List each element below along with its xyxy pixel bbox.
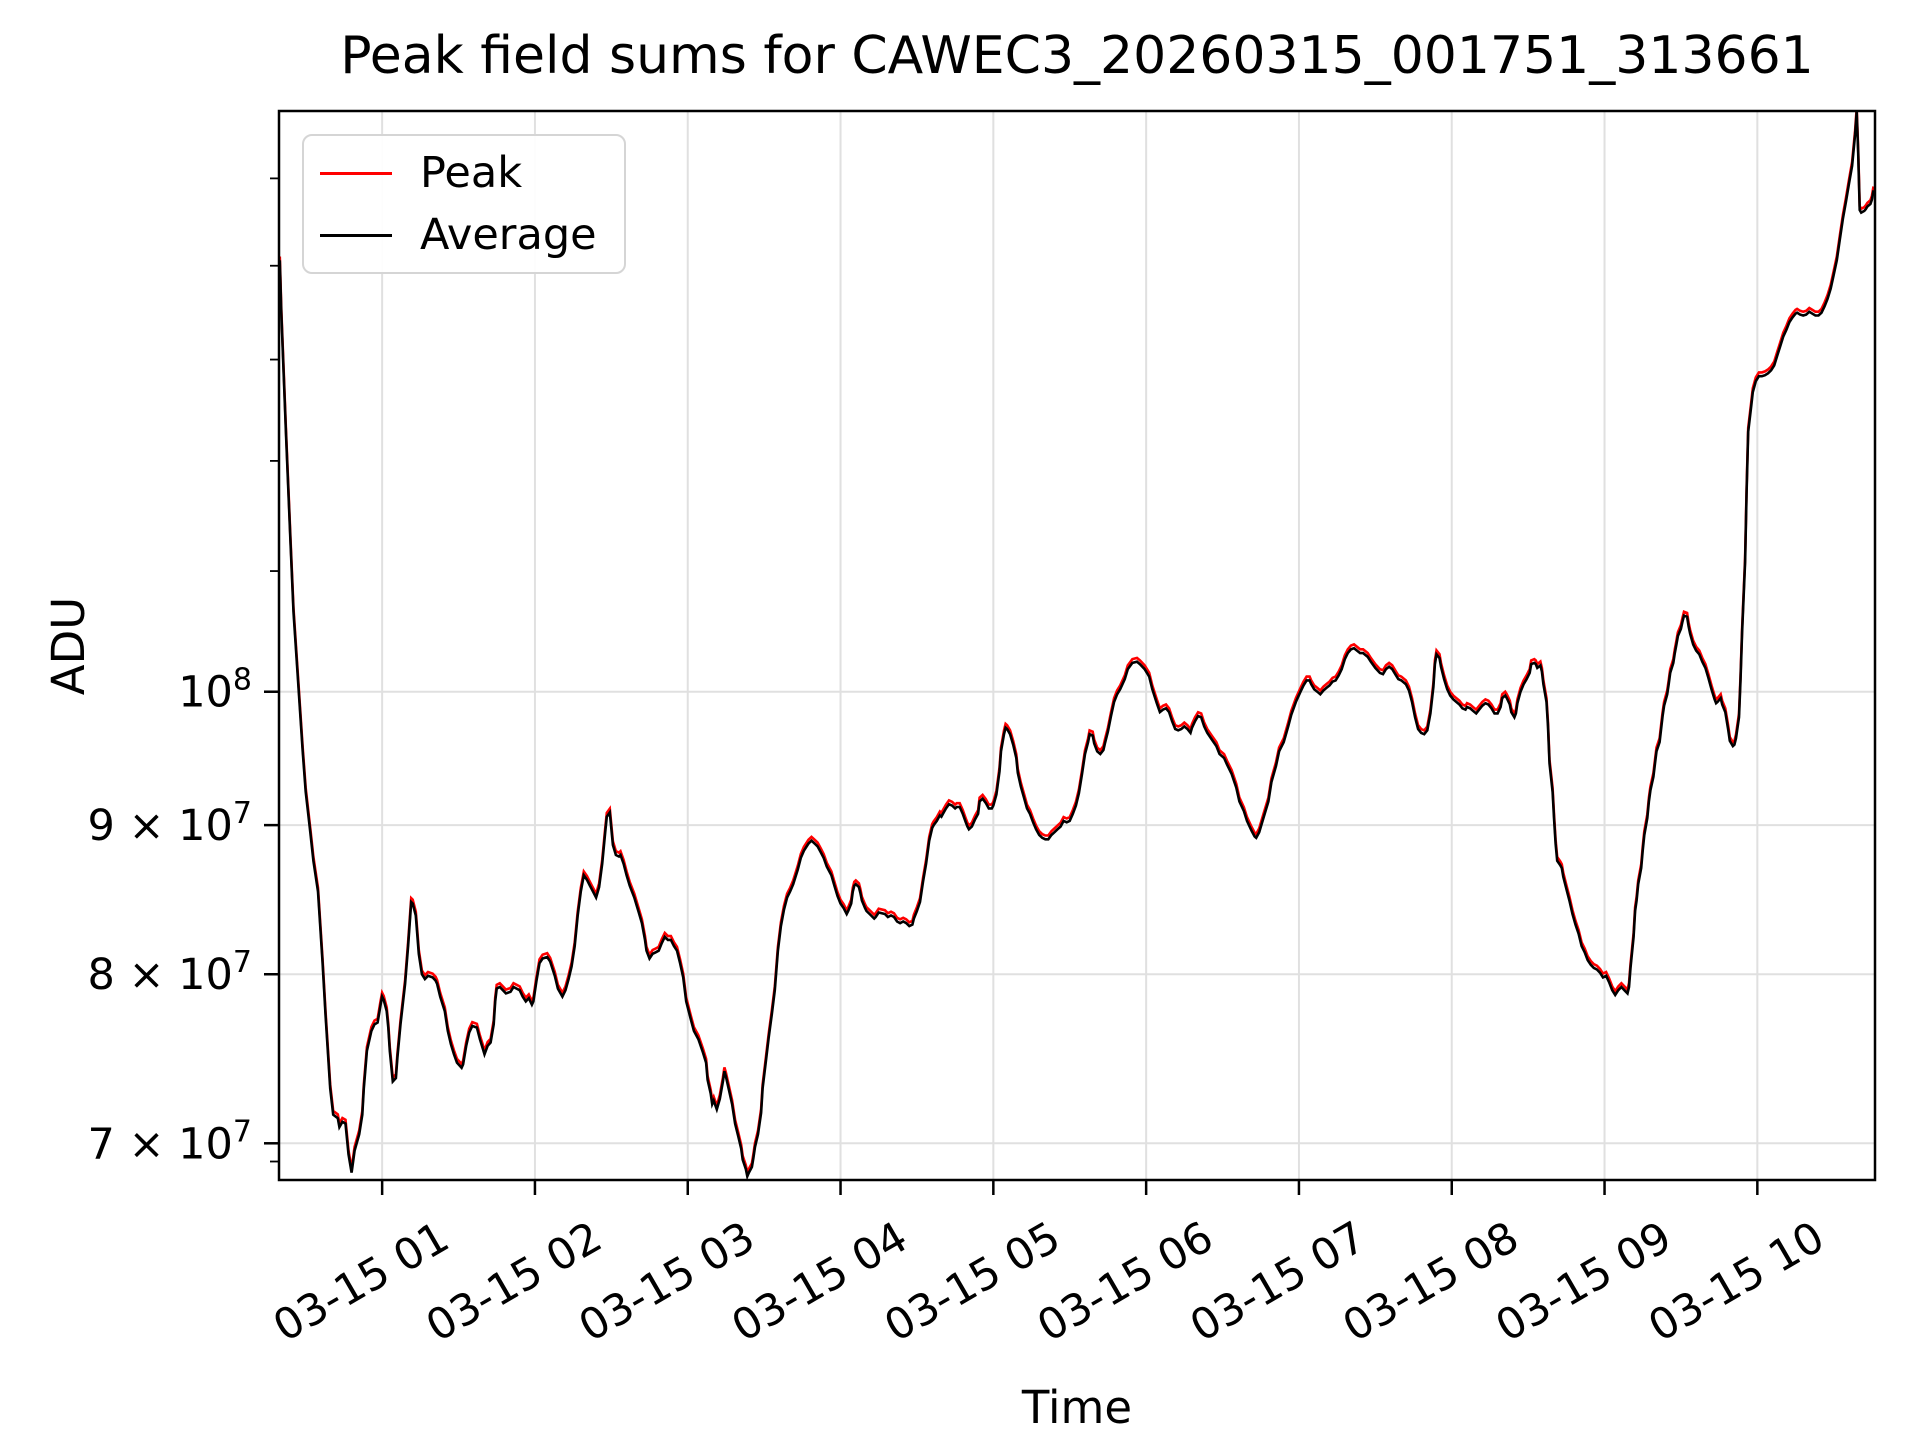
x-tick-label: 03-15 05 bbox=[876, 1212, 1068, 1352]
x-tick-label: 03-15 04 bbox=[724, 1212, 916, 1352]
legend: Peak Average bbox=[302, 134, 626, 274]
legend-entry-peak: Peak bbox=[304, 145, 624, 201]
average-line bbox=[279, 111, 1875, 1180]
x-tick-label: 03-15 10 bbox=[1640, 1212, 1832, 1352]
y-tick-label: 8 × 107 bbox=[87, 945, 252, 1000]
x-tick-label: 03-15 06 bbox=[1029, 1212, 1221, 1352]
peak-line-swatch-icon bbox=[320, 171, 392, 175]
x-tick-label: 03-15 08 bbox=[1335, 1212, 1527, 1352]
x-tick-label: 03-15 02 bbox=[418, 1212, 610, 1352]
x-tick-label: 03-15 07 bbox=[1182, 1212, 1374, 1352]
legend-label-average: Average bbox=[420, 209, 597, 260]
average-line-swatch-icon bbox=[320, 233, 392, 237]
page-title: Peak field sums for CAWEC3_20260315_0017… bbox=[340, 26, 1814, 86]
legend-label-peak: Peak bbox=[420, 147, 523, 198]
x-tick-label: 03-15 09 bbox=[1488, 1212, 1680, 1352]
x-tick-label: 03-15 01 bbox=[265, 1212, 457, 1352]
y-tick-label: 7 × 107 bbox=[87, 1114, 252, 1169]
axes-spines bbox=[277, 109, 1877, 1182]
legend-entry-average: Average bbox=[304, 207, 624, 263]
x-axis-label: Time bbox=[1021, 1381, 1133, 1434]
x-tick-label: 03-15 03 bbox=[571, 1212, 763, 1352]
y-tick-label: 9 × 107 bbox=[87, 796, 252, 851]
y-tick-label: 108 bbox=[178, 663, 252, 718]
